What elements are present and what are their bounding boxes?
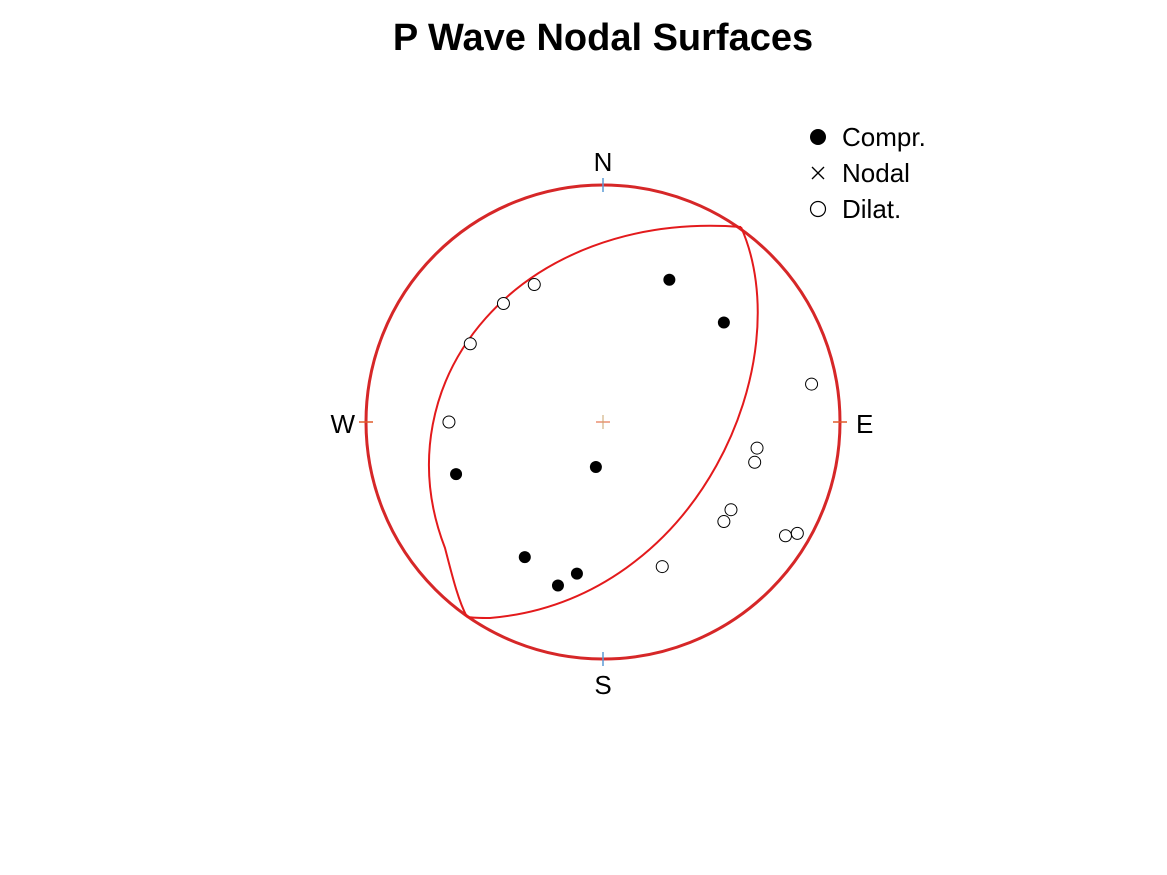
dilatation-point-9 <box>717 515 731 529</box>
legend-nodal-label: Nodal <box>842 158 910 188</box>
legend-dilat-marker <box>809 200 827 218</box>
direction-west: W <box>330 409 355 439</box>
direction-north: N <box>594 147 613 177</box>
direction-east: E <box>856 409 873 439</box>
direction-south: S <box>594 670 611 700</box>
dilatation-point-11 <box>778 529 792 543</box>
legend: Compr. Nodal Dilat. <box>809 122 926 224</box>
dilatation-point-10 <box>790 526 804 540</box>
legend-nodal-marker <box>811 166 825 180</box>
chart-title: P Wave Nodal Surfaces <box>393 17 813 59</box>
nodal-plane-1 <box>428 224 742 618</box>
compression-point-7 <box>551 579 564 592</box>
compression-point-6 <box>570 567 583 580</box>
dilatation-point-2 <box>496 297 510 310</box>
dilatation-point-6 <box>750 441 764 455</box>
dilatation-point-8 <box>724 503 738 517</box>
dilatation-point-5 <box>805 377 819 391</box>
compression-point-1 <box>663 273 676 286</box>
stereonet: N S W E <box>330 147 873 700</box>
dilatation-point-12 <box>655 560 669 574</box>
compression-point-5 <box>518 551 531 564</box>
nodal-plane-2 <box>466 226 759 620</box>
legend-compr-label: Compr. <box>842 122 926 152</box>
compression-point-4 <box>450 468 463 481</box>
legend-dilat-label: Dilat. <box>842 194 901 224</box>
compression-point-3 <box>589 461 602 474</box>
legend-compr-marker <box>810 129 826 145</box>
dilatation-point-3 <box>463 337 477 351</box>
dilatation-point-1 <box>527 278 541 292</box>
compression-point-2 <box>717 316 730 329</box>
dilatation-point-4 <box>442 415 456 429</box>
observations <box>442 273 819 592</box>
dilatation-point-7 <box>748 455 762 469</box>
